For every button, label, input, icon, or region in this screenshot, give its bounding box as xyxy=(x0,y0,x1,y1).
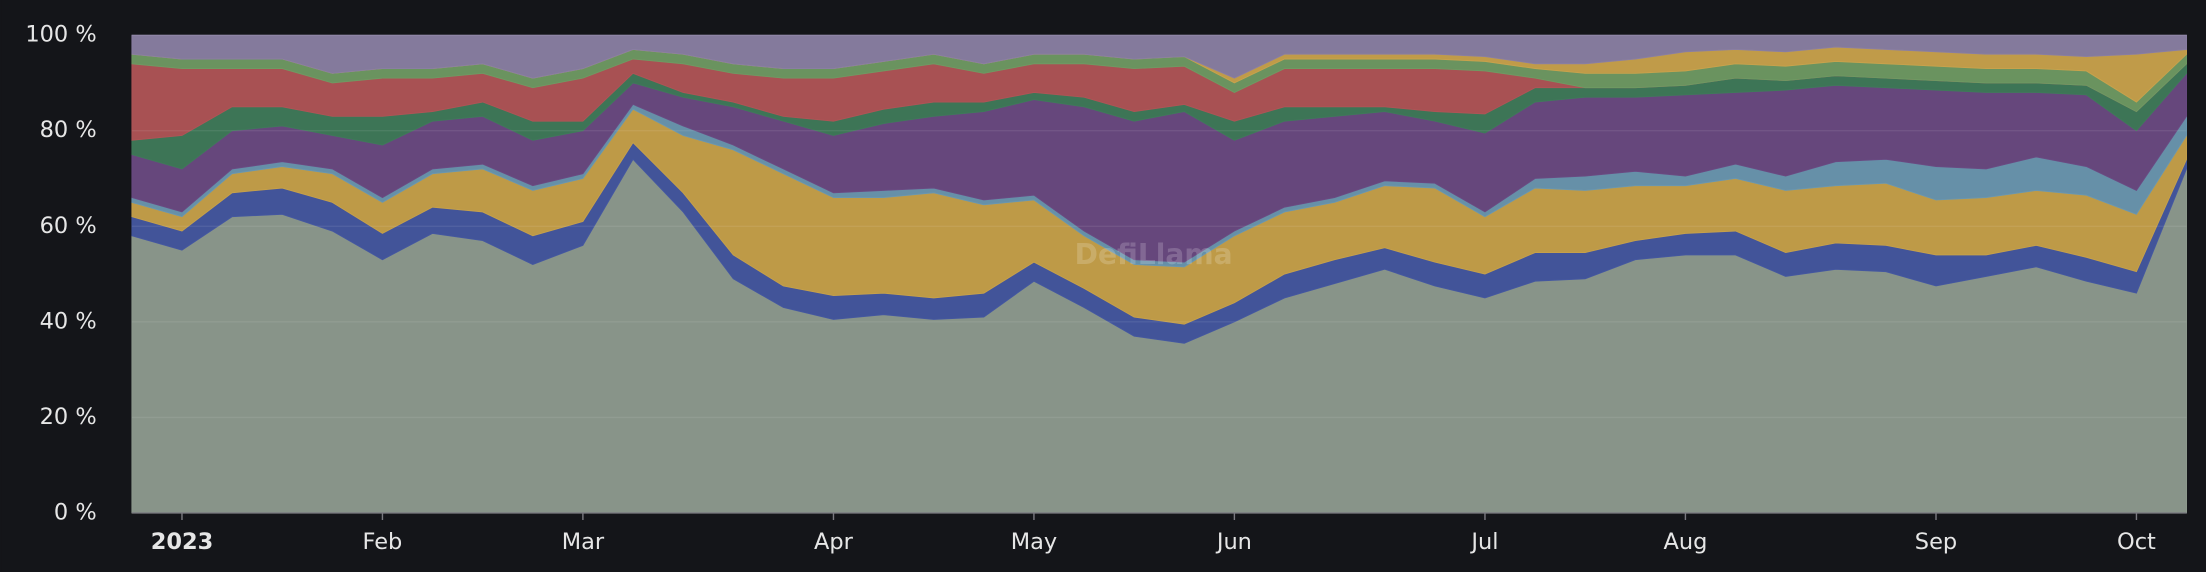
y-tick-label: 0 % xyxy=(54,499,97,525)
x-tick-label: Oct xyxy=(2117,529,2156,555)
x-tick-label: Sep xyxy=(1915,529,1957,555)
grid xyxy=(131,34,2187,520)
x-tick-label: 2023 xyxy=(151,529,214,555)
y-tick-label: 80 % xyxy=(40,117,97,143)
y-tick-label: 100 % xyxy=(25,22,96,48)
y-tick-label: 60 % xyxy=(40,213,97,239)
x-tick-label: Jul xyxy=(1469,529,1498,555)
area xyxy=(131,34,2187,79)
labels: 0 % 20 % 40 % 60 % 80 % 100 % 2023 Feb Mar Apr May… xyxy=(25,22,2156,555)
x-tick-label: Mar xyxy=(562,529,605,555)
y-tick-label: 20 % xyxy=(40,404,97,430)
y-tick-label: 40 % xyxy=(40,308,97,334)
x-tick-label: Jun xyxy=(1215,529,1252,555)
x-tick-label: May xyxy=(1011,529,1057,555)
areas xyxy=(131,34,2187,514)
watermark: DefiLlama xyxy=(1075,238,1233,271)
x-tick-label: Aug xyxy=(1663,529,1707,555)
x-tick-label: Feb xyxy=(363,529,403,555)
x-tick-label: Apr xyxy=(814,529,854,555)
